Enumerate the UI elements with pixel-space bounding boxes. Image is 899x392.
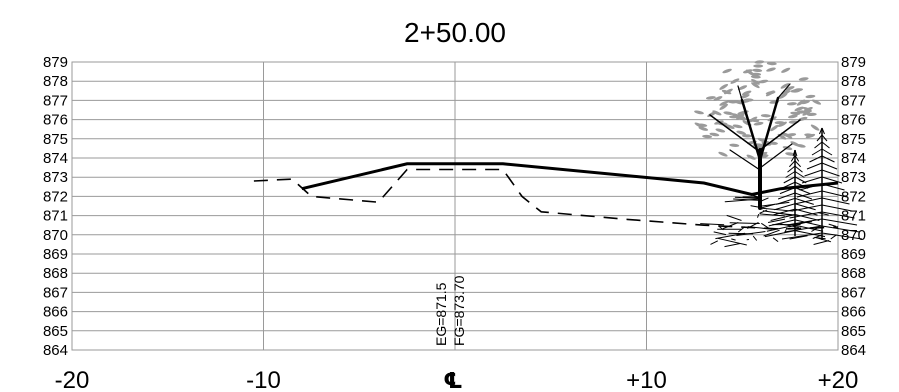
y-tick-label-left: 877 bbox=[43, 92, 68, 109]
tree-symbols bbox=[694, 60, 863, 248]
y-tick-label-right: 872 bbox=[841, 188, 866, 205]
y-tick-label-left: 874 bbox=[43, 150, 68, 167]
y-tick-label-right: 873 bbox=[841, 169, 866, 186]
brush-icon bbox=[700, 210, 837, 248]
y-tick-label-right: 876 bbox=[841, 112, 866, 129]
x-tick-label: +10 bbox=[626, 367, 667, 392]
y-tick-label-left: 866 bbox=[43, 304, 68, 321]
existing-grade-label: EG=871.5 bbox=[433, 282, 449, 346]
y-tick-label-left: 878 bbox=[43, 73, 68, 90]
y-axis-left-labels: 879 878 877 876 875 874 873 872 871 870 869 868 867 8… bbox=[43, 54, 68, 359]
proposed-grade-line bbox=[301, 162, 839, 197]
y-tick-label-left: 872 bbox=[43, 188, 68, 205]
y-tick-label-left: 879 bbox=[43, 54, 68, 71]
y-axis-right-labels: 879 878 877 876 875 874 873 872 871 870 869 868 867 8… bbox=[841, 54, 866, 359]
y-tick-label-right: 874 bbox=[841, 150, 866, 167]
y-tick-label-left: 869 bbox=[43, 246, 68, 263]
y-tick-label-left: 865 bbox=[43, 323, 68, 340]
y-tick-label-right: 871 bbox=[841, 208, 866, 225]
finished-grade-label: FG=873.70 bbox=[451, 275, 467, 346]
grid-lines bbox=[71, 61, 839, 351]
y-tick-label-right: 865 bbox=[841, 323, 866, 340]
y-tick-label-left: 868 bbox=[43, 265, 68, 282]
y-tick-label-right: 878 bbox=[841, 73, 866, 90]
centerline-symbol-bottom: ℄ bbox=[443, 368, 463, 392]
plot-frame bbox=[71, 61, 839, 351]
x-tick-label: +20 bbox=[818, 367, 859, 392]
y-tick-label-right: 869 bbox=[841, 246, 866, 263]
y-tick-label-left: 871 bbox=[43, 208, 68, 225]
deciduous-tree-icon bbox=[694, 60, 822, 217]
y-tick-label-left: 876 bbox=[43, 112, 68, 129]
y-tick-label-left: 864 bbox=[43, 342, 68, 359]
x-tick-label: -10 bbox=[246, 367, 281, 392]
y-tick-label-left: 870 bbox=[43, 227, 68, 244]
existing-grade-line bbox=[253, 168, 839, 230]
y-tick-label-right: 870 bbox=[841, 227, 866, 244]
y-tick-label-left: 875 bbox=[43, 131, 68, 148]
y-tick-label-right: 868 bbox=[841, 265, 866, 282]
y-tick-label-right: 864 bbox=[841, 342, 866, 359]
x-tick-label: -20 bbox=[55, 367, 90, 392]
elevation-annotation: EG=871.5 FG=873.70 bbox=[433, 275, 467, 346]
y-tick-label-left: 873 bbox=[43, 169, 68, 186]
x-axis-labels: -20 -10 +10 +20 bbox=[55, 367, 859, 392]
y-tick-label-right: 875 bbox=[841, 131, 866, 148]
y-tick-label-left: 867 bbox=[43, 284, 68, 301]
station-title: 2+50.00 bbox=[404, 17, 506, 48]
y-tick-label-right: 866 bbox=[841, 304, 866, 321]
y-tick-label-right: 879 bbox=[841, 54, 866, 71]
chart-title: 2+50.00 bbox=[404, 17, 506, 48]
conifer-tree-icon bbox=[764, 149, 826, 238]
y-tick-label-right: 867 bbox=[841, 284, 866, 301]
y-tick-label-right: 877 bbox=[841, 92, 866, 109]
profile-lines bbox=[253, 162, 839, 230]
